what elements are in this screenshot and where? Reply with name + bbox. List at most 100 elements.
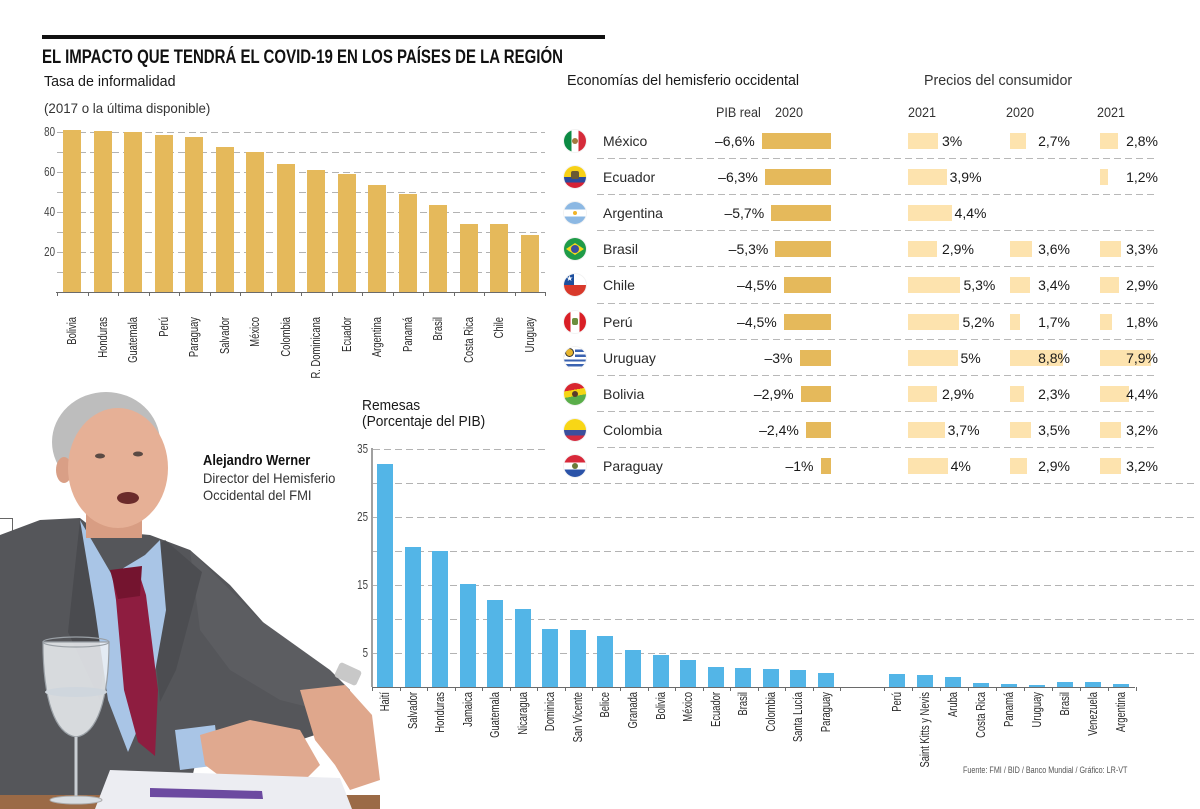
gdp-bar xyxy=(761,133,831,149)
x-tick-label: Brasil xyxy=(1058,692,1072,716)
x-axis-tick xyxy=(912,687,913,691)
gdp-bar xyxy=(764,169,831,185)
gdp-value: –6,6% xyxy=(715,133,755,149)
y-tick-label: 35 xyxy=(357,442,368,456)
prices-bar xyxy=(1010,350,1063,366)
gridline xyxy=(373,585,1195,586)
x-tick-label: San Vicente xyxy=(570,692,585,743)
prices-bar xyxy=(1100,422,1121,438)
prices-value: 2,9% xyxy=(942,386,974,402)
tie xyxy=(110,566,158,756)
x-axis-tick xyxy=(648,687,649,691)
x-axis-tick xyxy=(57,292,58,296)
bar xyxy=(432,551,449,687)
bar xyxy=(973,682,989,687)
x-tick-label: Panamá xyxy=(1002,692,1016,727)
gridline xyxy=(373,551,1195,552)
y-tick-label: 20 xyxy=(44,245,55,259)
country-name: Bolivia xyxy=(603,386,645,402)
prices-bar xyxy=(1100,169,1108,185)
prices-bar xyxy=(908,205,952,221)
bar xyxy=(459,584,476,687)
gdp-bar xyxy=(800,386,831,402)
x-tick-label: Ecuador xyxy=(708,692,723,727)
x-axis-tick xyxy=(400,687,401,691)
flag-peru-icon xyxy=(564,311,586,333)
gridline xyxy=(57,152,545,153)
prices-bar xyxy=(1010,133,1027,149)
economies-table-title: Economías del hemisferio occidental xyxy=(567,72,800,89)
prices-value: 3,3% xyxy=(1126,241,1158,257)
prices-value: 3% xyxy=(942,133,963,149)
gdp-value: –2,9% xyxy=(753,386,794,402)
watch xyxy=(334,662,362,686)
x-axis-tick xyxy=(785,687,786,691)
prices-value: 5,3% xyxy=(963,277,996,293)
prices-bar xyxy=(1010,314,1021,330)
bar xyxy=(542,628,559,687)
x-axis-tick xyxy=(88,292,89,296)
prices-bar xyxy=(1100,241,1122,257)
bar xyxy=(597,636,614,687)
column-header-gdp-year: 2020 xyxy=(775,104,804,120)
x-axis-tick xyxy=(537,687,538,691)
prices-value: 2,3% xyxy=(1038,386,1070,402)
bar xyxy=(1085,682,1101,687)
bar xyxy=(917,675,933,687)
x-axis-tick xyxy=(1052,687,1053,691)
prices-bar xyxy=(1100,458,1121,474)
gridline xyxy=(373,517,1195,518)
country-name: Uruguay xyxy=(603,350,656,366)
bar xyxy=(185,136,203,292)
row-separator xyxy=(597,266,1155,267)
x-axis-tick xyxy=(427,687,428,691)
column-header-prices-year-2: 2020 xyxy=(1006,104,1035,120)
table-row: Bolivia –2,9% 2,9% 2,3% 4,4% xyxy=(0,376,1200,412)
bar xyxy=(368,185,386,292)
head xyxy=(52,392,168,528)
x-tick-label: Argentina xyxy=(1114,692,1128,733)
bar xyxy=(680,659,697,687)
prices-bar xyxy=(908,386,937,402)
row-separator xyxy=(597,447,1155,448)
gdp-bar xyxy=(775,241,831,257)
prices-bar xyxy=(1010,241,1032,257)
column-header-prices-year-3: 2021 xyxy=(1097,104,1126,120)
bar xyxy=(93,131,112,292)
x-axis-tick xyxy=(592,687,593,691)
country-name: Ecuador xyxy=(603,169,656,185)
prices-bar xyxy=(908,277,961,293)
x-tick-label: Santa Lucía xyxy=(791,692,806,743)
gdp-bar xyxy=(799,350,831,366)
row-separator xyxy=(597,194,1155,195)
flag-bolivia-icon xyxy=(564,383,586,405)
prices-value: 1,2% xyxy=(1126,169,1158,185)
x-axis-tick xyxy=(968,687,969,691)
gdp-value: –4,5% xyxy=(737,277,777,293)
x-axis-tick xyxy=(510,687,511,691)
x-tick-label: Uruguay xyxy=(1030,692,1044,728)
informality-chart-title: Tasa de informalidad xyxy=(44,73,176,90)
prices-value: 7,9% xyxy=(1126,350,1158,366)
column-header-gdp-label: PIB real xyxy=(716,104,761,120)
x-axis-tick xyxy=(118,292,119,296)
flag-argentina-icon xyxy=(564,202,586,224)
x-axis-tick xyxy=(393,292,394,296)
column-header-prices-year-1: 2021 xyxy=(908,104,937,120)
x-axis-tick xyxy=(1080,687,1081,691)
x-axis-tick xyxy=(210,292,211,296)
prices-bar xyxy=(1010,458,1028,474)
bar xyxy=(707,666,724,687)
prices-bar xyxy=(908,458,948,474)
x-tick-label: Guatemala xyxy=(488,692,503,738)
x-tick-label: Nicaragua xyxy=(515,692,530,735)
bar xyxy=(817,673,834,687)
x-tick-label: Bolivia xyxy=(653,692,668,720)
prices-bar xyxy=(908,133,938,149)
gdp-value: –5,7% xyxy=(724,205,765,221)
x-tick-label: Saint Kitts y Nevis xyxy=(918,692,932,768)
water-glass xyxy=(42,636,110,805)
prices-bar xyxy=(1100,277,1119,293)
gdp-bar xyxy=(783,314,831,330)
row-separator xyxy=(597,339,1155,340)
